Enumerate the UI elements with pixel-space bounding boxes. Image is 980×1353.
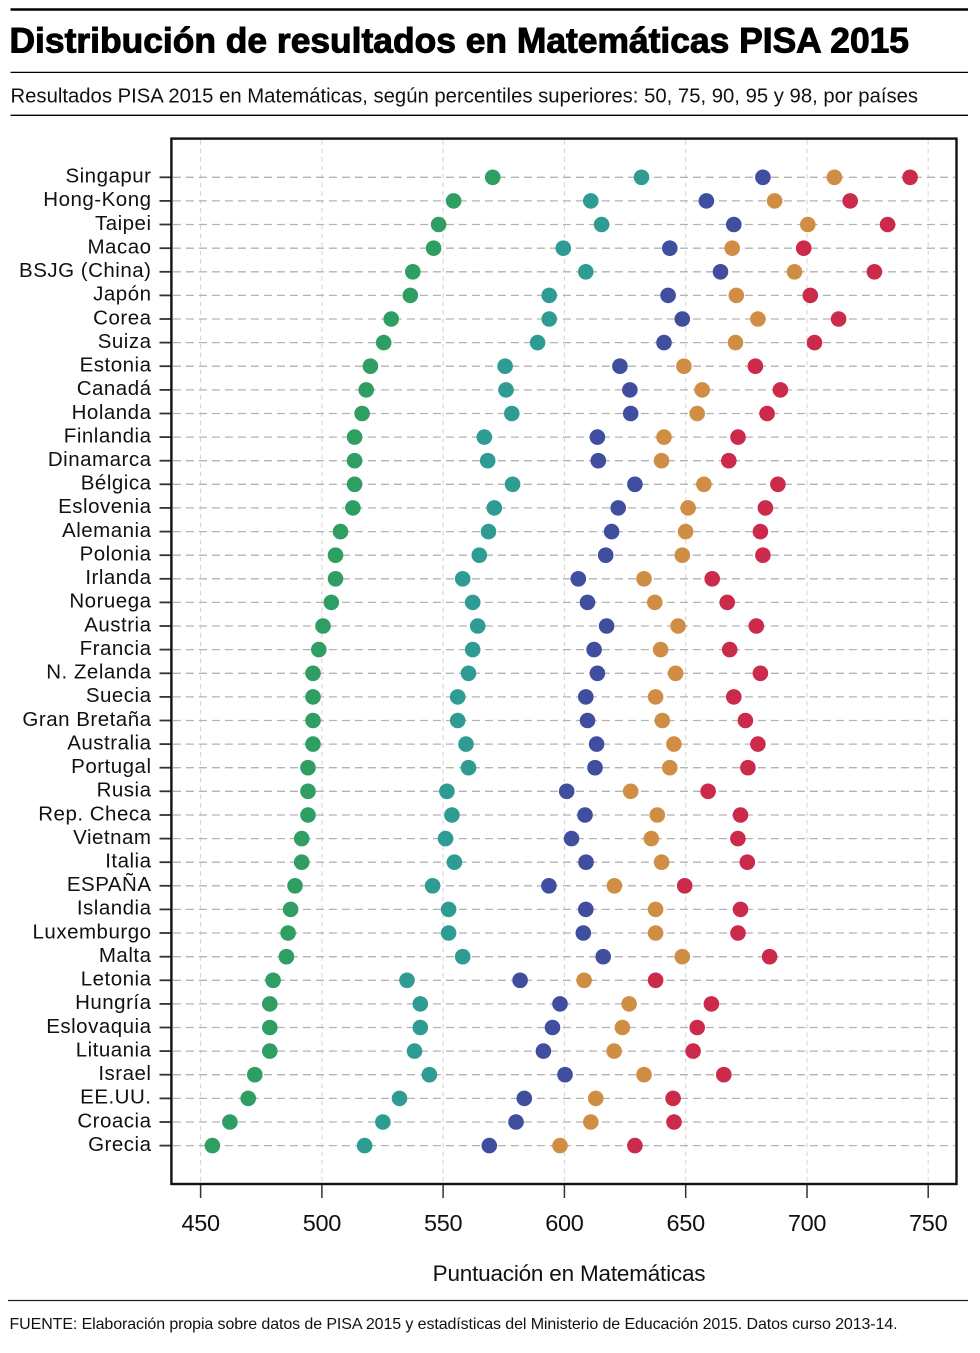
svg-text:Australia: Australia: [67, 731, 151, 754]
svg-text:700: 700: [788, 1210, 827, 1236]
svg-text:Polonia: Polonia: [80, 543, 152, 566]
svg-text:Hungría: Hungría: [75, 991, 152, 1014]
svg-text:Japón: Japón: [93, 283, 151, 306]
svg-text:500: 500: [303, 1210, 342, 1236]
svg-text:Distribución de resultados en: Distribución de resultados en Matemática…: [10, 21, 910, 61]
svg-text:650: 650: [667, 1210, 706, 1236]
svg-text:550: 550: [424, 1210, 463, 1236]
svg-text:BSJG (China): BSJG (China): [19, 259, 151, 282]
svg-text:Gran Bretaña: Gran Bretaña: [22, 708, 151, 731]
svg-text:750: 750: [909, 1210, 948, 1236]
svg-text:Corea: Corea: [93, 306, 151, 329]
svg-text:Malta: Malta: [99, 944, 152, 967]
svg-text:Francia: Francia: [80, 637, 152, 660]
svg-text:Vietnam: Vietnam: [73, 826, 151, 849]
svg-text:Singapur: Singapur: [65, 165, 151, 188]
svg-text:Taipei: Taipei: [95, 212, 152, 235]
svg-text:Canadá: Canadá: [77, 377, 152, 400]
svg-text:Finlandia: Finlandia: [64, 424, 152, 447]
svg-text:N. Zelanda: N. Zelanda: [46, 661, 151, 684]
svg-text:Portugal: Portugal: [71, 755, 151, 778]
svg-text:450: 450: [181, 1210, 220, 1236]
svg-text:Alemania: Alemania: [62, 519, 152, 542]
svg-text:Rep. Checa: Rep. Checa: [38, 802, 151, 825]
svg-text:Grecia: Grecia: [88, 1133, 151, 1156]
svg-text:Austria: Austria: [84, 613, 151, 636]
svg-text:FUENTE: Elaboración propia sob: FUENTE: Elaboración propia sobre datos d…: [10, 1316, 898, 1333]
svg-text:ESPAÑA: ESPAÑA: [67, 873, 152, 896]
svg-text:Puntuación en Matemáticas: Puntuación en Matemáticas: [433, 1261, 706, 1286]
svg-text:Noruega: Noruega: [69, 590, 151, 613]
svg-text:Islandia: Islandia: [77, 897, 152, 920]
svg-text:Bélgica: Bélgica: [81, 472, 152, 495]
svg-text:Croacia: Croacia: [77, 1109, 151, 1132]
svg-text:Luxemburgo: Luxemburgo: [33, 920, 152, 943]
svg-text:Macao: Macao: [87, 236, 151, 259]
svg-text:Israel: Israel: [98, 1062, 151, 1085]
svg-text:Irlanda: Irlanda: [85, 566, 151, 589]
svg-text:Eslovaquia: Eslovaquia: [46, 1015, 151, 1038]
svg-text:Letonia: Letonia: [81, 968, 152, 991]
svg-text:600: 600: [545, 1210, 584, 1236]
svg-text:Lituania: Lituania: [76, 1038, 152, 1061]
svg-text:Dinamarca: Dinamarca: [48, 448, 152, 471]
svg-text:Suecia: Suecia: [86, 684, 152, 707]
svg-text:Resultados PISA 2015 en Matemá: Resultados PISA 2015 en Matemáticas, seg…: [11, 86, 919, 108]
svg-text:Italia: Italia: [105, 850, 151, 873]
svg-text:Suiza: Suiza: [98, 330, 152, 353]
svg-text:Holanda: Holanda: [72, 401, 152, 424]
svg-text:Estonia: Estonia: [80, 354, 152, 377]
svg-text:Hong-Kong: Hong-Kong: [43, 188, 151, 211]
svg-text:Eslovenia: Eslovenia: [58, 495, 151, 518]
svg-text:EE.UU.: EE.UU.: [80, 1086, 151, 1109]
svg-text:Rusia: Rusia: [97, 779, 152, 802]
